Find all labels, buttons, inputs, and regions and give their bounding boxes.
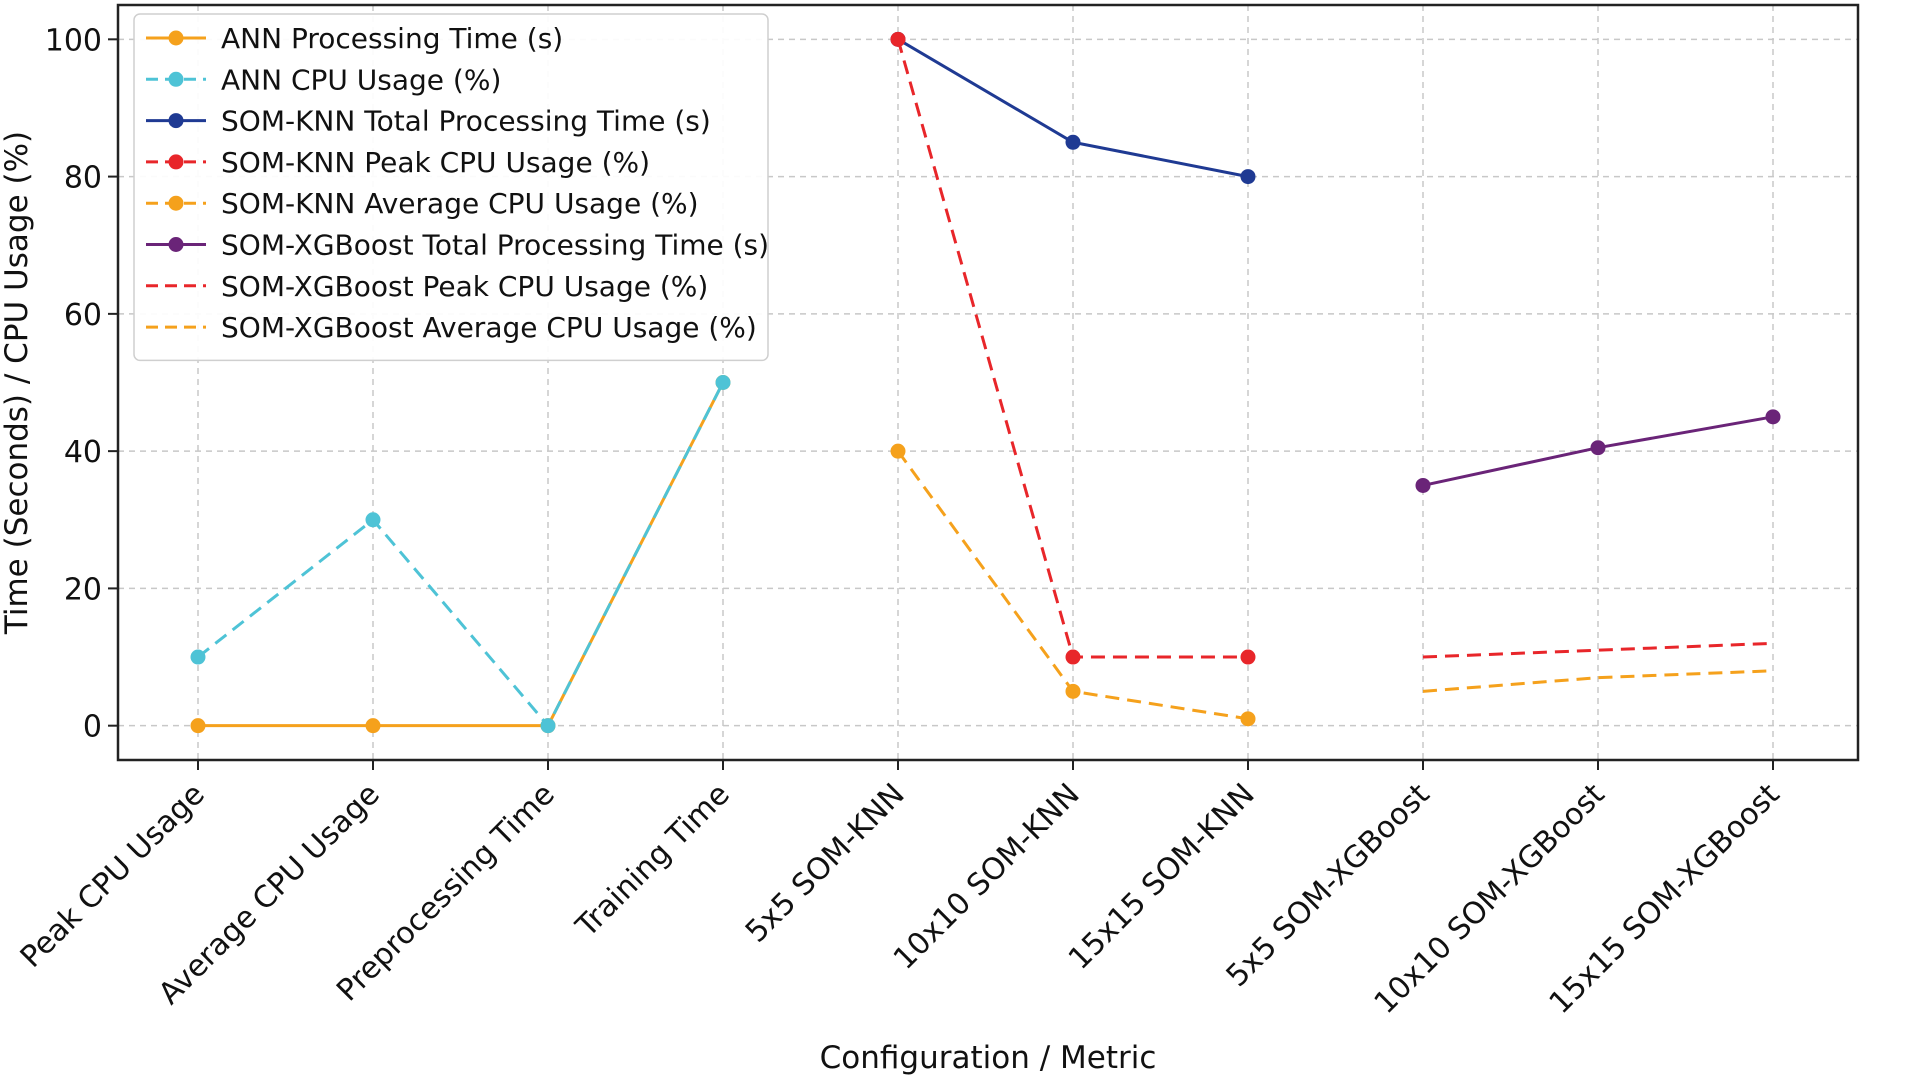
data-point: [1240, 649, 1256, 665]
y-tick-label: 0: [83, 710, 102, 745]
x-axis-label: Configuration / Metric: [820, 1040, 1157, 1076]
legend-marker: [168, 154, 184, 170]
y-tick-label: 40: [64, 435, 102, 470]
legend-marker: [168, 113, 184, 129]
legend-label: SOM-XGBoost Peak CPU Usage (%): [221, 270, 708, 303]
data-point: [890, 443, 906, 459]
data-point: [1240, 711, 1256, 727]
legend-marker: [168, 195, 184, 211]
data-point: [1240, 169, 1256, 185]
series-line: [198, 381, 725, 728]
data-point: [190, 718, 206, 734]
y-axis-label: Time (Seconds) / CPU Usage (%): [0, 131, 35, 635]
y-tick-label: 100: [45, 23, 102, 58]
data-point: [1415, 477, 1431, 493]
legend-label: SOM-XGBoost Average CPU Usage (%): [221, 311, 757, 344]
x-tick-label: 5x5 SOM-KNN: [739, 777, 912, 950]
legend-label: SOM-KNN Average CPU Usage (%): [221, 187, 699, 220]
data-point: [540, 718, 556, 734]
legend-label: ANN Processing Time (s): [221, 22, 563, 55]
legend-marker: [168, 30, 184, 46]
y-tick-label: 80: [64, 161, 102, 196]
series-line: [1422, 669, 1774, 693]
plot-frame: [116, 3, 1860, 762]
data-point: [890, 31, 906, 47]
legend: ANN Processing Time (s) ANN CPU Usage (%)…: [133, 13, 769, 362]
series-line: [1422, 641, 1774, 659]
x-tick-label: Peak CPU Usage: [14, 777, 212, 975]
legend-label: SOM-KNN Total Processing Time (s): [221, 105, 711, 138]
legend-marker: [168, 71, 184, 87]
data-point: [365, 718, 381, 734]
legend-label: SOM-KNN Peak CPU Usage (%): [221, 146, 650, 179]
axes: [116, 3, 1860, 762]
x-tick-label: 10x10 SOM-KNN: [887, 777, 1087, 977]
data-point: [1765, 409, 1781, 425]
legend-box: [133, 13, 769, 362]
data-point: [1065, 683, 1081, 699]
data-point: [1065, 134, 1081, 150]
legend-label: SOM-XGBoost Total Processing Time (s): [221, 229, 769, 262]
x-tick-label: Training Time: [569, 777, 737, 945]
y-tick-label: 60: [64, 298, 102, 333]
series-lines: [190, 31, 1781, 734]
legend-marker: [168, 237, 184, 252]
legend-label: ANN CPU Usage (%): [221, 63, 501, 96]
y-tick-label: 20: [64, 572, 102, 607]
x-tick-label: 15x15 SOM-KNN: [1062, 777, 1262, 977]
series-line: [197, 381, 725, 728]
data-point: [715, 375, 731, 390]
data-point: [365, 512, 381, 528]
data-point: [190, 649, 206, 665]
data-point: [1590, 440, 1606, 456]
data-point: [1065, 649, 1081, 665]
